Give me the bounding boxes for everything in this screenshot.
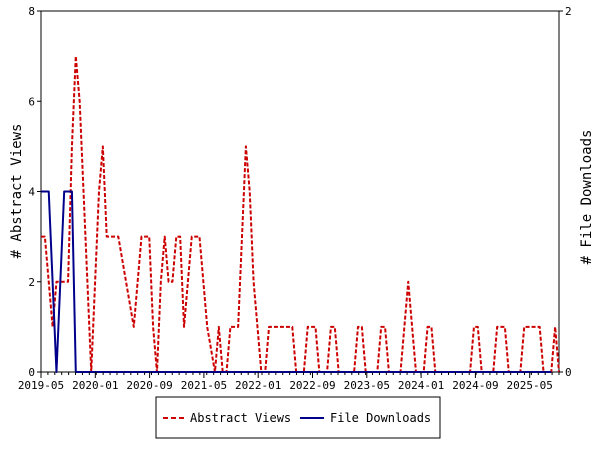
x-axis: 2019-05 2020-01 2020-09 2021-05 2022-01 2022-… [18, 372, 560, 392]
x-tick-label: 2023-05 [344, 379, 390, 392]
y-tick-label: 8 [28, 5, 35, 18]
x-tick-label: 2024-01 [398, 379, 444, 392]
y2-tick-label: 0 [565, 366, 572, 379]
y-tick-label: 6 [28, 95, 35, 108]
y2-tick-label: 2 [565, 5, 572, 18]
x-tick-label: 2025-05 [507, 379, 553, 392]
legend-label-file-downloads: File Downloads [330, 411, 431, 425]
plot-area [40, 10, 560, 373]
legend: Abstract Views File Downloads [155, 396, 441, 439]
y-axis-right: 02 [559, 5, 572, 379]
y-tick-label: 0 [28, 366, 35, 379]
x-tick-label: 2020-09 [126, 379, 172, 392]
y2-axis-title: # File Downloads [579, 130, 595, 265]
x-tick-label: 2022-01 [235, 379, 281, 392]
legend-box [155, 396, 441, 439]
legend-label-abstract-views: Abstract Views [190, 411, 291, 425]
x-tick-label: 2022-09 [289, 379, 335, 392]
y-axis-left: 0 2 4 6 8 [28, 5, 41, 379]
x-tick-label: 2021-05 [181, 379, 227, 392]
x-tick-label: 2019-05 [18, 379, 64, 392]
y-tick-label: 4 [28, 186, 35, 199]
y-axis-title: # Abstract Views [9, 124, 25, 259]
x-tick-label: 2020-01 [72, 379, 118, 392]
y-tick-label: 2 [28, 276, 35, 289]
x-tick-label: 2024-09 [452, 379, 498, 392]
